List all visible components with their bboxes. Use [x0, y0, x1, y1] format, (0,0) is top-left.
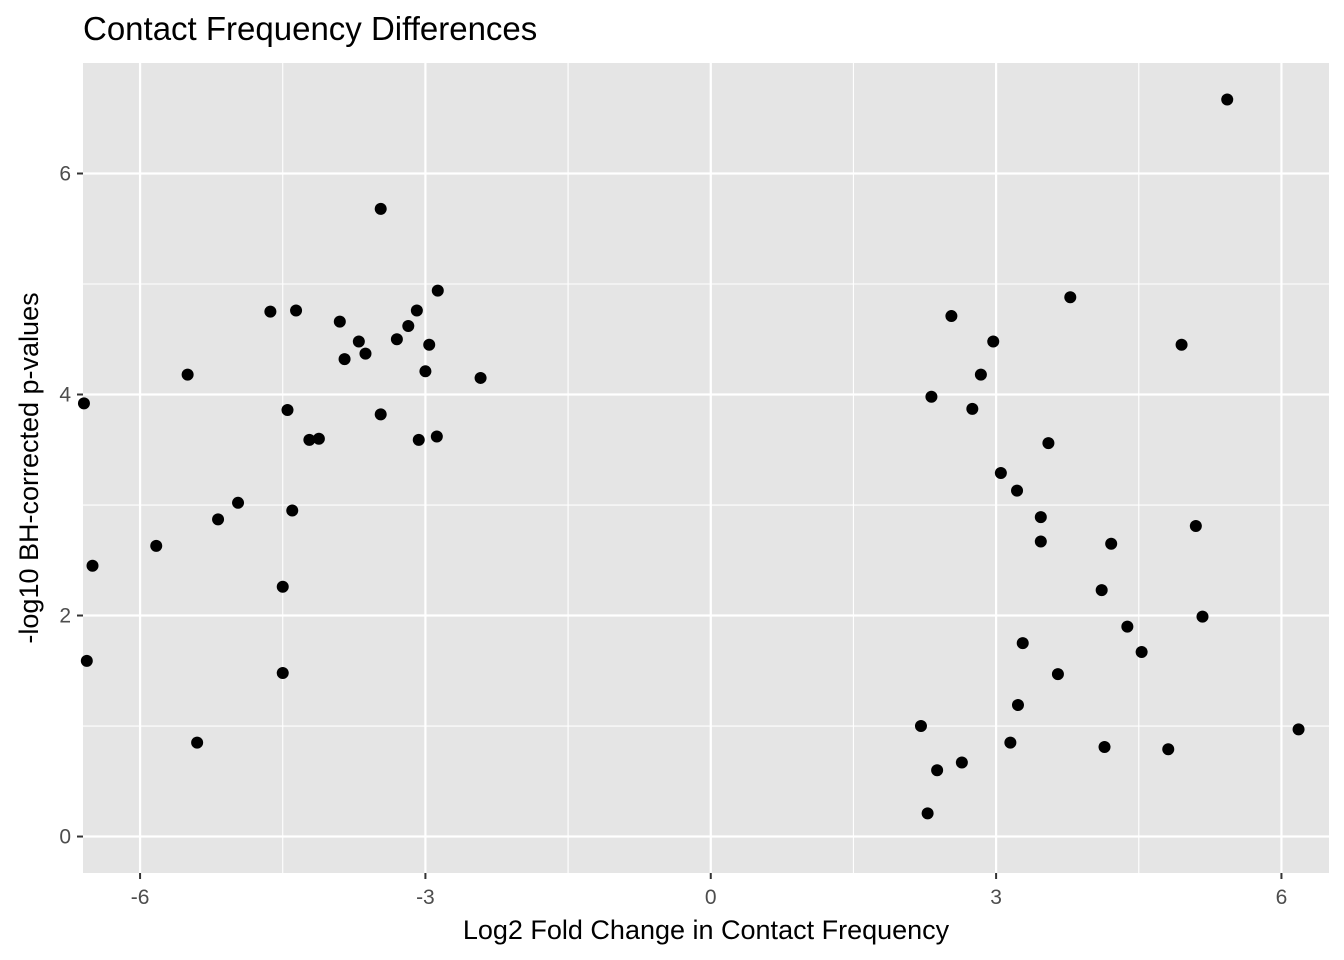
data-points [77, 93, 1305, 820]
major-gridlines [83, 63, 1329, 873]
data-point [1011, 699, 1024, 712]
data-point [431, 284, 444, 297]
data-point [1098, 741, 1111, 754]
data-point [80, 654, 93, 667]
data-point [264, 305, 277, 318]
data-point [374, 202, 387, 215]
data-point [374, 408, 387, 421]
data-point [1196, 610, 1209, 623]
chart-title: Contact Frequency Differences [83, 10, 537, 47]
y-tick-label: 0 [59, 826, 71, 849]
data-point [1189, 520, 1202, 533]
data-point [1175, 338, 1188, 351]
x-tick-label: 6 [1276, 886, 1288, 909]
data-point [925, 390, 938, 403]
data-point [1064, 291, 1077, 304]
data-point [402, 320, 415, 333]
data-point [955, 756, 968, 769]
data-point [1095, 584, 1108, 597]
data-point [191, 736, 204, 749]
data-point [410, 304, 423, 317]
data-point [312, 432, 325, 445]
data-point [1034, 535, 1047, 548]
plot-panel [83, 63, 1329, 873]
data-point [430, 430, 443, 443]
x-tick-label: -6 [131, 886, 150, 909]
x-tick-label: 3 [990, 886, 1002, 909]
data-point [1004, 736, 1017, 749]
x-axis-title: Log2 Fold Change in Contact Frequency [463, 915, 950, 945]
data-point [303, 433, 316, 446]
y-tick-label: 2 [59, 605, 71, 628]
data-point [338, 353, 351, 366]
data-point [945, 310, 958, 323]
data-point [286, 504, 299, 517]
x-tick-label: 0 [705, 886, 717, 909]
data-point [212, 513, 225, 526]
y-axis: 0 2 4 6 [59, 163, 83, 849]
data-point [352, 335, 365, 348]
y-axis-title: -log10 BH-corrected p-values [14, 292, 44, 643]
y-tick-label: 6 [59, 163, 71, 186]
data-point [390, 333, 403, 346]
data-point [1034, 511, 1047, 524]
data-point [921, 807, 934, 820]
y-tick-label: 4 [59, 384, 71, 407]
data-point [281, 403, 294, 416]
data-point [77, 397, 90, 410]
data-point [423, 338, 436, 351]
data-point [474, 371, 487, 384]
data-point [1121, 620, 1134, 633]
data-point [914, 720, 927, 733]
data-point [1051, 668, 1064, 681]
data-point [1162, 743, 1175, 756]
data-point [1105, 537, 1118, 550]
data-point [232, 496, 245, 509]
data-point [1292, 723, 1305, 736]
data-point [987, 335, 1000, 348]
x-axis: -6 -3 0 3 6 [131, 873, 1288, 909]
data-point [1042, 437, 1055, 450]
data-point [1016, 637, 1029, 650]
data-point [1221, 93, 1234, 106]
data-point [1011, 484, 1024, 497]
data-point [276, 666, 289, 679]
data-point [290, 304, 303, 317]
x-tick-label: -3 [416, 886, 435, 909]
data-point [412, 433, 425, 446]
data-point [181, 368, 194, 381]
data-point [276, 580, 289, 593]
data-point [1135, 645, 1148, 658]
data-point [359, 347, 372, 360]
data-point [86, 559, 99, 572]
data-point [994, 466, 1007, 479]
data-point [974, 368, 987, 381]
data-point [966, 402, 979, 415]
data-point [150, 539, 163, 552]
data-point [333, 315, 346, 328]
data-point [419, 365, 432, 378]
data-point [931, 764, 944, 777]
